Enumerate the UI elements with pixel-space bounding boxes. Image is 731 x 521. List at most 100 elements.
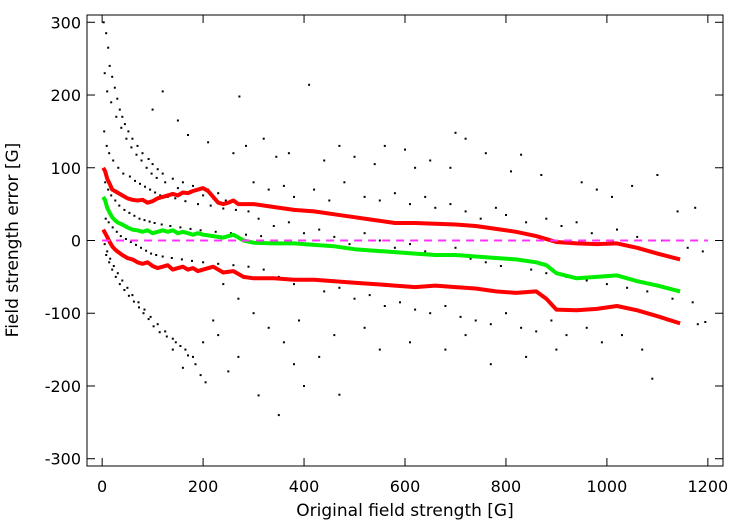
- scatter-point: [112, 159, 115, 162]
- scatter-point: [520, 326, 523, 329]
- scatter-point: [704, 321, 707, 323]
- scatter-point: [164, 330, 167, 333]
- scatter-point: [156, 168, 159, 171]
- scatter-point: [318, 355, 321, 358]
- scatter-point: [237, 355, 240, 358]
- scatter-point: [560, 225, 563, 227]
- scatter-point: [338, 286, 341, 289]
- scatter-point: [105, 32, 108, 35]
- scatter-point: [600, 341, 603, 344]
- scatter-point: [550, 319, 553, 322]
- scatter-point: [222, 207, 225, 210]
- scatter-point: [262, 268, 265, 271]
- scatter-point: [154, 191, 157, 194]
- scatter-point: [199, 374, 202, 377]
- scatter-point: [113, 86, 116, 89]
- scatter-point: [590, 232, 593, 235]
- scatter-point: [303, 232, 305, 235]
- scatter-point: [134, 179, 136, 182]
- scatter-point: [144, 185, 146, 188]
- scatter-point: [143, 219, 146, 222]
- scatter-point: [118, 283, 121, 286]
- scatter-point: [575, 221, 578, 224]
- scatter-point: [605, 283, 608, 286]
- series-line-2: [101, 195, 681, 294]
- scatter-point: [194, 363, 197, 366]
- scatter-point: [505, 214, 507, 216]
- scatter-point: [222, 283, 225, 286]
- scatter-point: [174, 341, 177, 344]
- scatter-point: [545, 272, 548, 275]
- scatter-point: [585, 279, 588, 282]
- scatter-point: [202, 261, 205, 264]
- scatter-point: [116, 272, 119, 275]
- scatter-point: [234, 208, 237, 211]
- scatter-point: [479, 217, 482, 220]
- scatter-point: [147, 158, 150, 160]
- scatter-point: [179, 345, 182, 347]
- scatter-point: [151, 108, 154, 111]
- scatter-point: [489, 323, 492, 326]
- scatter-point: [143, 308, 146, 311]
- scatter-point: [318, 228, 321, 231]
- scatter-point: [122, 172, 125, 175]
- scatter-point: [119, 235, 122, 238]
- scatter-point: [131, 137, 134, 140]
- scatter-point: [262, 137, 265, 140]
- scatter-point: [424, 195, 427, 198]
- scatter-point: [343, 181, 346, 184]
- scatter-point: [434, 206, 437, 209]
- scatter-point: [128, 175, 131, 178]
- scatter-point: [138, 217, 141, 220]
- scatter-point: [170, 257, 173, 259]
- scatter-point: [257, 217, 260, 220]
- scatter-point: [701, 250, 704, 253]
- scatter-point: [227, 370, 230, 373]
- y-tick-label: 200: [50, 86, 81, 105]
- scatter-point: [147, 318, 150, 321]
- scatter-point: [464, 334, 467, 337]
- scatter-point: [353, 297, 356, 300]
- scatter-point: [464, 137, 467, 140]
- scatter-point: [180, 258, 183, 261]
- scatter-point: [152, 325, 155, 328]
- scatter-point: [260, 235, 263, 238]
- scatter-point: [540, 174, 543, 176]
- scatter-point: [148, 220, 151, 223]
- scatter-point: [393, 192, 396, 195]
- y-tick-label: -300: [45, 450, 81, 469]
- scatter-point: [595, 188, 598, 191]
- scatter-point: [631, 184, 634, 187]
- scatter-point: [383, 305, 386, 307]
- scatter-point: [189, 227, 192, 230]
- scatter-point: [580, 181, 583, 184]
- scatter-point: [267, 188, 270, 191]
- scatter-point: [161, 255, 164, 258]
- scatter-point: [115, 115, 118, 118]
- scatter-point: [414, 166, 417, 169]
- scatter-point: [105, 254, 108, 256]
- scatter-point: [127, 294, 130, 297]
- scatter-point: [328, 199, 331, 202]
- scatter-point: [131, 294, 134, 297]
- scatter-point: [238, 95, 241, 98]
- scatter-point: [545, 217, 548, 220]
- scatter-point: [298, 319, 300, 322]
- scatter-point: [469, 257, 472, 260]
- scatter-point: [449, 203, 452, 206]
- scatter-point: [520, 153, 523, 156]
- scatter-point: [197, 203, 199, 206]
- scatter-point: [399, 301, 401, 304]
- scatter-point: [525, 221, 528, 224]
- scatter-point: [368, 294, 371, 297]
- scatter-point: [108, 64, 111, 67]
- scatter-point: [444, 348, 447, 351]
- scatter-point: [112, 265, 115, 267]
- x-axis-label: Original field strength [G]: [296, 501, 513, 521]
- y-tick-label: 0: [71, 232, 81, 251]
- scatter-point: [373, 163, 376, 166]
- scatter-point: [171, 177, 174, 180]
- scatter-point: [323, 159, 326, 162]
- scatter-point: [121, 279, 124, 282]
